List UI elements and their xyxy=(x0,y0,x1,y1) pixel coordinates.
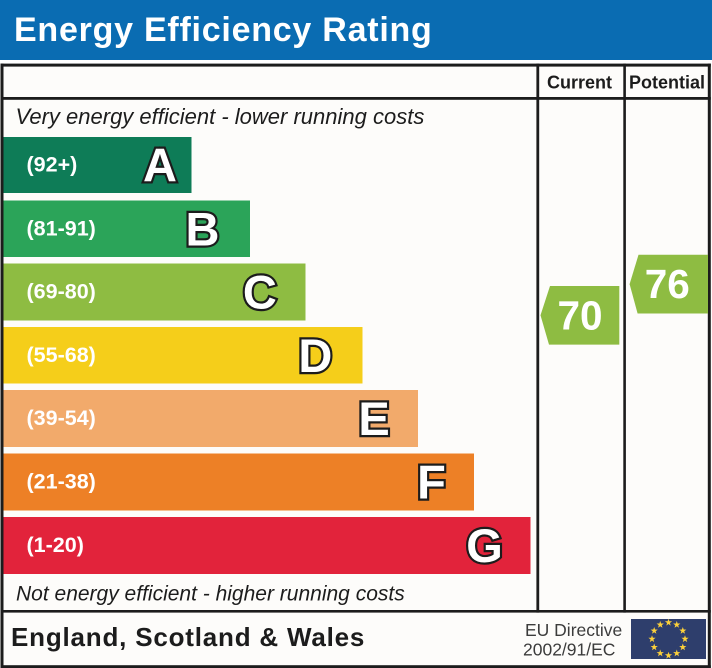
svg-text:F: F xyxy=(417,456,446,509)
svg-text:Current: Current xyxy=(547,72,612,92)
svg-text:(69-80): (69-80) xyxy=(27,280,96,304)
svg-text:Not energy efficient - higher: Not energy efficient - higher running co… xyxy=(16,582,405,605)
svg-text:(39-54): (39-54) xyxy=(27,406,96,430)
svg-text:2002/91/EC: 2002/91/EC xyxy=(523,640,615,660)
svg-text:B: B xyxy=(186,202,220,255)
svg-text:E: E xyxy=(358,392,389,445)
svg-text:G: G xyxy=(466,519,503,572)
svg-text:76: 76 xyxy=(645,261,690,307)
svg-text:Potential: Potential xyxy=(629,72,705,92)
svg-text:EU Directive: EU Directive xyxy=(525,620,622,640)
svg-text:(81-91): (81-91) xyxy=(27,216,96,240)
svg-text:Very energy efficient - lower: Very energy efficient - lower running co… xyxy=(16,104,425,129)
svg-text:(21-38): (21-38) xyxy=(27,470,96,494)
svg-text:Energy Efficiency Rating: Energy Efficiency Rating xyxy=(14,11,433,49)
svg-text:70: 70 xyxy=(557,292,602,338)
svg-text:A: A xyxy=(143,139,177,192)
svg-text:C: C xyxy=(243,266,277,319)
svg-text:(1-20): (1-20) xyxy=(27,533,84,557)
svg-text:(55-68): (55-68) xyxy=(27,343,96,367)
svg-text:England, Scotland & Wales: England, Scotland & Wales xyxy=(11,622,365,652)
svg-text:D: D xyxy=(298,329,332,382)
svg-text:(92+): (92+) xyxy=(27,153,78,177)
